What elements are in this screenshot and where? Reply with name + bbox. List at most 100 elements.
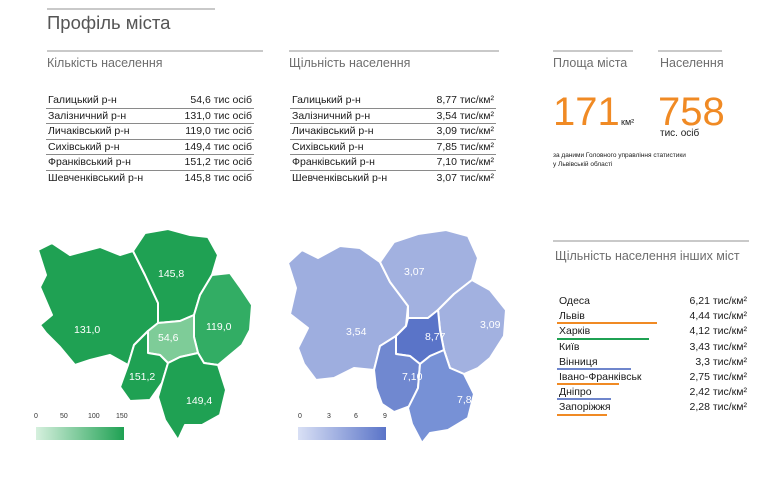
district-name: Личаківський р-н [48,125,130,138]
source-note-line-2: у Львівській області [553,161,613,168]
table-row: Шевченківський р-н 3,07 тис/км² [290,171,496,186]
district-name: Залізничний р-н [292,109,371,122]
district-value: 7,85 тис/км² [436,140,494,153]
map-label-shevchenkivskyi: 3,07 [404,266,425,278]
table-row: Залізничний р-н 3,54 тис/км² [290,109,496,125]
district-value: 3,54 тис/км² [436,109,494,122]
source-note-line-1: за даними Головного управління статистик… [553,152,686,159]
district-name: Залізничний р-н [48,109,127,122]
city-value: 2,75 тис/км² [689,370,747,383]
other-cities-heading: Щільність населення інших міст [555,249,740,263]
table-row: Галицький р-н 8,77 тис/км² [290,93,496,109]
map-label-halytskyi: 8,77 [425,331,446,343]
city-name: Харків [559,325,591,338]
district-name: Шевченківський р-н [292,171,388,184]
table-row: Вінниця 3,3 тис/км² [557,355,749,370]
area-heading: Площа міста [553,56,628,70]
district-name: Сихівський р-н [292,140,364,153]
map-label-lychakivskyi: 119,0 [206,321,232,333]
table-row: Личаківський р-н 3,09 тис/км² [290,124,496,140]
district-name: Личаківський р-н [292,125,374,138]
table-row: Київ 3,43 тис/км² [557,340,749,355]
area-value: 171 [553,90,620,134]
district-value: 54,6 тис осіб [190,94,252,106]
district-name: Галицький р-н [48,94,117,106]
legend-tick: 50 [60,413,68,420]
city-name: Львів [559,310,585,323]
map-label-zaliznychnyi: 3,54 [346,326,367,338]
table-row: Дніпро 2,42 тис/км² [557,385,749,401]
city-value: 6,21 тис/км² [689,295,747,307]
table-row: Франківський р-н 151,2 тис осіб [46,155,254,171]
city-name: Київ [559,340,580,353]
city-value: 3,3 тис/км² [695,355,747,368]
district-name: Шевченківський р-н [48,171,144,184]
city-value: 3,43 тис/км² [689,340,747,353]
page-title: Профіль міста [47,12,171,33]
density-legend-ticks: 0 3 6 9 [298,413,398,423]
city-population-rule [658,50,722,52]
district-value: 131,0 тис осіб [184,109,252,122]
city-population-unit: тис. осіб [660,128,700,139]
table-row: Сихівський р-н 7,85 тис/км² [290,140,496,156]
district-name: Франківський р-н [292,156,375,169]
district-value: 145,8 тис осіб [184,171,252,184]
legend-tick: 150 [116,413,128,420]
legend-tick: 0 [34,413,38,420]
density-legend-bar [298,427,386,440]
population-map: 145,8 131,0 54,6 119,0 151,2 149,4 [37,228,253,440]
legend-tick: 9 [383,413,387,420]
city-value: 2,42 тис/км² [689,386,747,399]
table-row: Франківський р-н 7,10 тис/км² [290,155,496,171]
table-row: Личаківський р-н 119,0 тис осіб [46,124,254,140]
city-bar [557,398,611,401]
population-heading: Кількість населення [47,56,163,70]
city-value: 2,28 тис/км² [689,401,747,414]
district-name: Галицький р-н [292,94,361,106]
district-name: Франківський р-н [48,156,131,169]
area-unit: км² [621,117,635,127]
city-bar [557,383,619,386]
map-label-halytskyi: 54,6 [158,332,179,344]
legend-tick: 6 [354,413,358,420]
city-bar [557,367,631,370]
district-name: Сихівський р-н [48,140,120,153]
city-name: Вінниця [559,355,598,368]
city-value: 4,44 тис/км² [689,310,747,323]
density-map: 3,07 3,54 8,77 3,09 7,10 7,85 [287,229,507,443]
city-name: Одеса [559,295,590,307]
other-cities-table: Одеса 6,21 тис/км² Львів 4,44 тис/км² Харк… [557,294,749,416]
map-label-frankivskyi: 7,10 [402,371,423,383]
district-value: 3,09 тис/км² [436,125,494,138]
population-table: Галицький р-н 54,6 тис осіб Залізничний р… [46,93,254,186]
table-row: Івано-Франківськ 2,75 тис/км² [557,370,749,386]
table-row: Львів 4,44 тис/км² [557,309,749,325]
legend-tick: 0 [298,413,302,420]
legend-tick: 100 [88,413,100,420]
district-value: 8,77 тис/км² [436,94,494,106]
city-bar [557,337,649,340]
table-row: Шевченківський р-н 145,8 тис осіб [46,171,254,186]
density-table: Галицький р-н 8,77 тис/км² Залізничний р-… [290,93,496,186]
density-rule [289,50,499,52]
map-label-lychakivskyi: 3,09 [480,319,501,331]
map-label-sykhivskyi: 7,85 [457,394,478,406]
other-cities-rule [553,240,749,242]
district-value: 119,0 тис осіб [185,125,252,138]
table-row: Запоріжжя 2,28 тис/км² [557,400,749,416]
legend-tick: 3 [327,413,331,420]
district-value: 151,2 тис осіб [184,156,252,169]
map-label-frankivskyi: 151,2 [129,371,155,383]
table-row: Одеса 6,21 тис/км² [557,294,749,309]
city-bar [557,413,607,416]
district-value: 149,4 тис осіб [184,140,252,153]
table-row: Сихівський р-н 149,4 тис осіб [46,140,254,156]
city-name: Дніпро [559,386,592,399]
city-name: Запоріжжя [559,401,611,414]
table-row: Галицький р-н 54,6 тис осіб [46,93,254,109]
population-rule [47,50,263,52]
table-row: Залізничний р-н 131,0 тис осіб [46,109,254,125]
map-district-sykhivskyi [407,349,475,443]
population-legend-ticks: 0 50 100 150 [34,413,134,423]
density-heading: Щільність населення [289,56,411,70]
